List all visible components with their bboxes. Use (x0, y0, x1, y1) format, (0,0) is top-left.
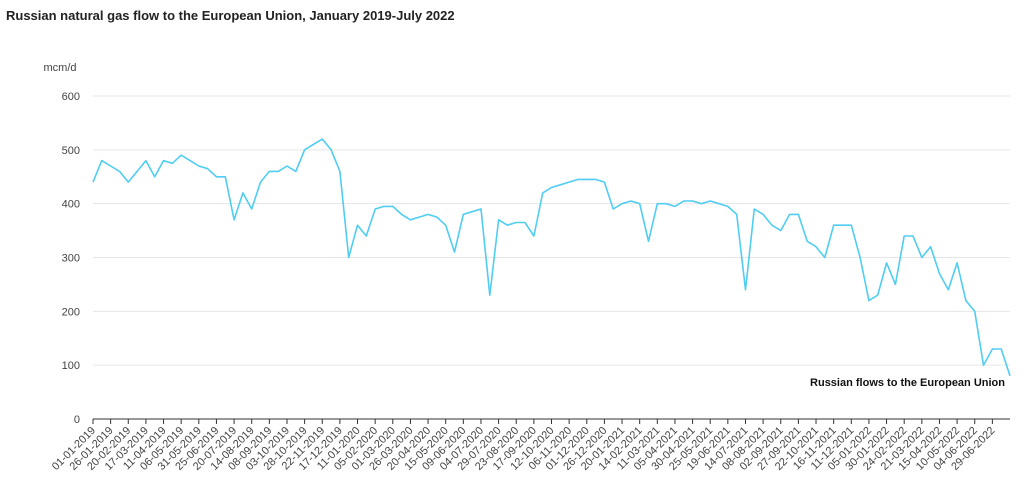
y-tick-label: 500 (62, 145, 80, 157)
series-label: Russian flows to the European Union (810, 377, 1005, 389)
y-tick-label: 300 (62, 253, 80, 265)
y-tick-label: 0 (74, 414, 80, 426)
y-tick-label: 600 (62, 91, 80, 103)
y-tick-label: 400 (62, 199, 80, 211)
chart-title: Russian natural gas flow to the European… (6, 8, 455, 23)
y-tick-label: 200 (62, 306, 80, 318)
y-axis-label: mcm/d (44, 62, 77, 74)
series-line (92, 138, 1011, 377)
y-tick-label: 100 (62, 360, 80, 372)
